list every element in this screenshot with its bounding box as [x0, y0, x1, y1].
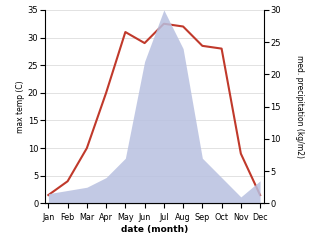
- Y-axis label: med. precipitation (kg/m2): med. precipitation (kg/m2): [295, 55, 304, 158]
- X-axis label: date (month): date (month): [121, 225, 188, 234]
- Y-axis label: max temp (C): max temp (C): [16, 80, 25, 133]
